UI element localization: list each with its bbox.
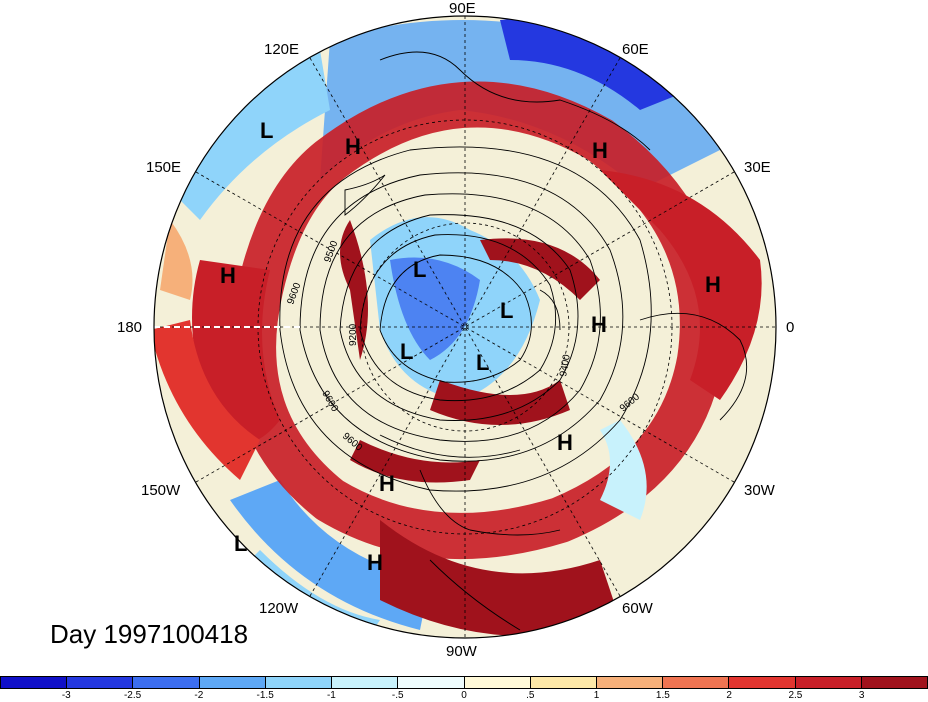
colorbar-tick-label: 1.5 <box>655 690 670 701</box>
pressure-center-label: H <box>367 550 383 575</box>
pressure-center-label: H <box>345 134 361 159</box>
colorbar-swatch <box>1 677 68 688</box>
colorbar-tick-label: 0 <box>461 690 467 701</box>
day-title: Day 1997100418 <box>50 619 249 649</box>
lon-label-60e: 60E <box>622 41 649 58</box>
colorbar-swatch <box>795 677 862 688</box>
colorbar-swatch <box>596 677 664 688</box>
colorbar-tick-label: 3 <box>858 690 865 701</box>
lon-label-90e: 90E <box>449 0 476 17</box>
lon-label-60w: 60W <box>622 600 653 617</box>
pressure-center-label: H <box>591 312 607 337</box>
pressure-center-label: L <box>260 118 273 143</box>
lon-label-150e: 150E <box>146 159 182 176</box>
lon-label-90w: 90W <box>446 643 477 660</box>
lon-label-0: 0 <box>786 319 795 336</box>
colorbar-swatch <box>67 677 134 688</box>
lon-label-120w: 120W <box>259 600 299 617</box>
colorbar-swatch <box>530 677 597 688</box>
pressure-center-label: L <box>476 350 489 375</box>
pressure-center-label: L <box>400 339 413 364</box>
pressure-centers: L H H H L L H L L H H L H H <box>220 118 721 575</box>
contour-label: 9400 <box>558 353 573 377</box>
contour-label: 9200 <box>348 323 359 346</box>
pressure-center-label: H <box>592 138 608 163</box>
lon-label-120e: 120E <box>264 41 300 58</box>
lon-label-180: 180 <box>117 319 143 336</box>
colorbar <box>0 676 928 689</box>
colorbar-swatch <box>133 677 200 688</box>
colorbar-swatch <box>199 677 266 688</box>
pressure-center-label: H <box>379 471 395 496</box>
colorbar-tick-label: -2 <box>194 690 204 701</box>
colorbar-swatch <box>861 677 928 688</box>
colorbar-swatch <box>663 677 730 688</box>
colorbar-tick-label: -.5 <box>391 690 404 701</box>
height-contours <box>279 51 748 631</box>
colorbar-tick-label: -1.5 <box>256 690 274 701</box>
lon-label-30w: 30W <box>744 482 775 499</box>
colorbar-swatch <box>398 677 465 688</box>
pressure-center-label: L <box>500 298 513 323</box>
pressure-center-label: H <box>557 430 573 455</box>
colorbar-tick-label: -3 <box>61 690 71 701</box>
lon-label-150w: 150W <box>141 482 181 499</box>
colorbar-swatch <box>332 677 399 688</box>
pressure-center-label: H <box>220 263 236 288</box>
colorbar-swatch <box>729 677 796 688</box>
colorbar-tick-label: -1 <box>326 690 336 701</box>
pressure-center-label: L <box>234 531 247 556</box>
colorbar-tick-label: 2 <box>726 690 732 701</box>
colorbar-ticks: -3 -2.5 -2 -1.5 -1 -.5 0 .5 1 1.5 2 2.5 3 <box>0 690 928 702</box>
lon-label-30e: 30E <box>744 159 771 176</box>
colorbar-swatch <box>265 677 333 688</box>
colorbar-tick-label: -2.5 <box>123 690 142 701</box>
colorbar-tick-label: 2.5 <box>788 690 803 701</box>
colorbar-swatch <box>464 677 531 688</box>
pressure-center-label: L <box>413 257 426 282</box>
colorbar-tick-label: .5 <box>526 690 535 701</box>
polar-map: 9500 9600 9200 9400 9600 9600 9600 L H H… <box>153 15 777 639</box>
colorbar-tick-label: 1 <box>593 690 600 701</box>
map-boundary <box>153 15 777 639</box>
pressure-center-label: H <box>705 272 721 297</box>
